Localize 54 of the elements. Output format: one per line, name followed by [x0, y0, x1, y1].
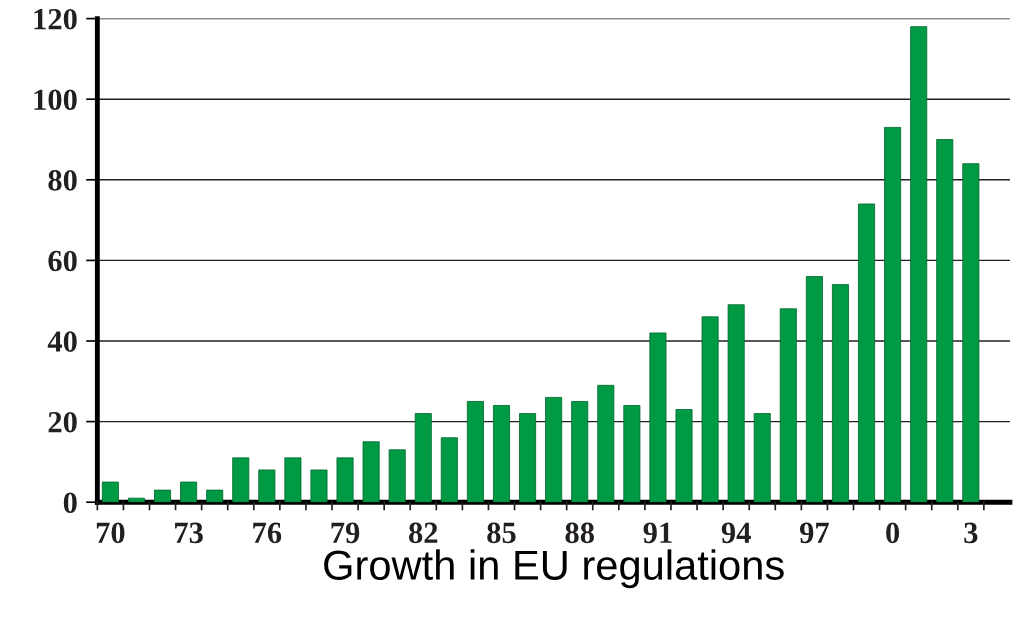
bar [388, 449, 406, 503]
bar [180, 481, 198, 503]
x-tick-label: 0 [886, 522, 900, 544]
x-tick-label: 85 [487, 522, 516, 544]
bar [336, 457, 354, 503]
x-tick-label: 88 [565, 522, 594, 544]
bar [623, 405, 641, 503]
bar [101, 481, 119, 503]
x-tick-label: 91 [643, 522, 672, 544]
y-tick-label: 40 [47, 331, 77, 352]
bar [675, 409, 693, 503]
y-tick-label: 80 [48, 170, 77, 191]
bar [910, 26, 928, 503]
bar [310, 469, 328, 503]
y-tick-label: 60 [48, 250, 77, 272]
bar [884, 126, 902, 503]
bar [127, 497, 145, 503]
bar [753, 413, 771, 503]
bar [962, 163, 980, 503]
bar [649, 332, 667, 503]
x-tick-label: 76 [253, 522, 282, 544]
bar [936, 139, 954, 503]
x-tick-label: 97 [799, 522, 829, 544]
bar [284, 457, 302, 503]
bar [206, 489, 224, 503]
x-tick-label: 3 [964, 522, 978, 544]
bar [519, 413, 537, 503]
x-tick-label: 70 [96, 522, 125, 544]
bar [597, 384, 615, 503]
bar [440, 437, 458, 503]
y-tick-label: 120 [34, 8, 77, 30]
bar [779, 308, 797, 503]
bar [727, 304, 745, 503]
bar [571, 401, 589, 503]
bar [466, 401, 484, 503]
x-tick-label: 94 [721, 522, 751, 544]
y-tick-label: 100 [34, 89, 77, 111]
bar [362, 441, 380, 503]
bar [154, 489, 172, 503]
x-tick-label: 79 [331, 522, 360, 544]
x-tick-label: 73 [175, 522, 203, 544]
bar [414, 413, 432, 503]
bar [831, 284, 849, 503]
x-axis-title: Growth in EU regulations [324, 549, 784, 589]
y-tick-label: 0 [63, 492, 77, 514]
bar [258, 469, 276, 503]
bar [701, 316, 719, 503]
bar [545, 397, 563, 503]
bar [492, 405, 510, 503]
y-tick-label: 20 [48, 411, 77, 433]
x-tick-label: 82 [409, 522, 438, 544]
bar [232, 457, 250, 503]
bar [805, 276, 823, 503]
bar [858, 203, 876, 503]
